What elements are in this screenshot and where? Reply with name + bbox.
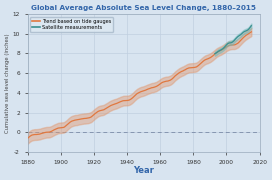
Title: Global Average Absolute Sea Level Change, 1880–2015: Global Average Absolute Sea Level Change… — [31, 5, 256, 11]
X-axis label: Year: Year — [133, 166, 154, 175]
Legend: Trend based on tide gauges, Satellite measurements: Trend based on tide gauges, Satellite me… — [30, 17, 113, 32]
Y-axis label: Cumulative sea level change (inches): Cumulative sea level change (inches) — [5, 33, 10, 133]
